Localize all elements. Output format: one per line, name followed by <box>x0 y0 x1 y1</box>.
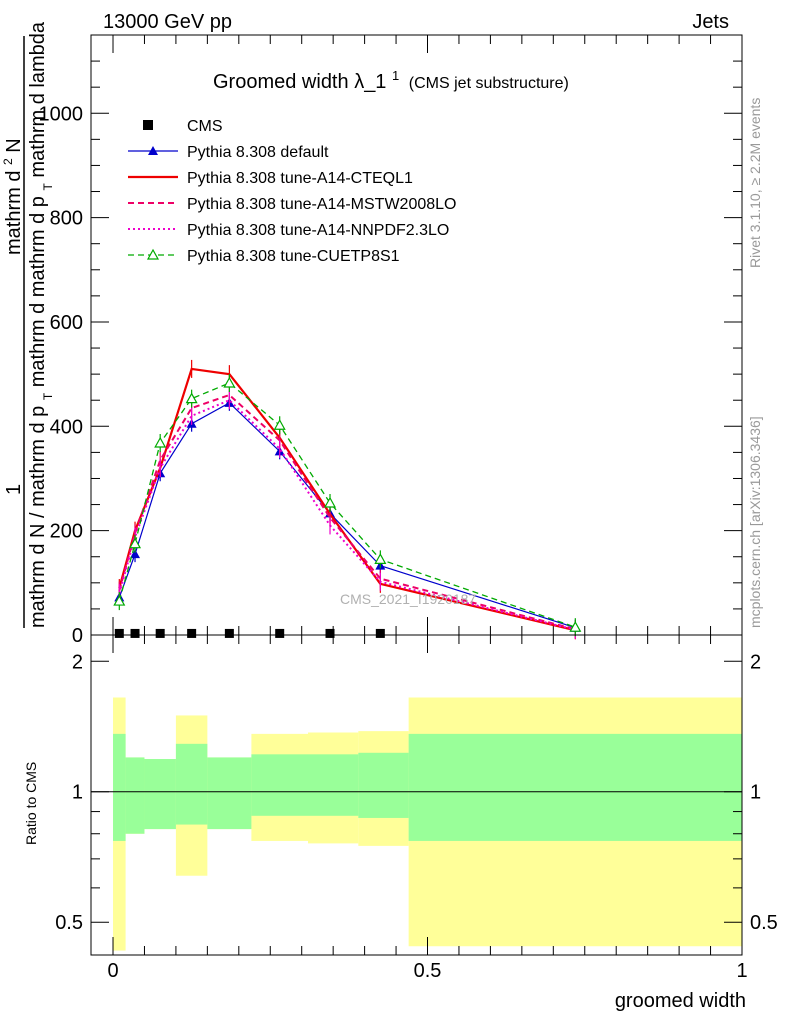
legend-marker-pythia-8-308-tune-cuetp8s1 <box>146 248 160 260</box>
data-point-pythia-8-308-tune-cuetp8s1 <box>185 392 198 404</box>
ylabel-denominator-a: mathrm d N / mathrm d p <box>27 406 49 628</box>
data-point-pythia-8-308-default <box>130 549 141 559</box>
data-point-pythia-8-308-tune-cuetp8s1 <box>129 537 142 549</box>
ratio-band-inner <box>408 733 742 841</box>
ratio-y-tick-label-right: 1 <box>750 782 761 804</box>
svg-text:Groomed width λ_1: Groomed width λ_1 1 (CMS jet substructur… <box>213 63 569 93</box>
plot-title: Groomed width λ_1 1 (CMS jet substructur… <box>213 63 569 93</box>
ratio-band-inner <box>358 752 409 818</box>
ylabel-numerator: mathrm d 2 N <box>0 138 25 255</box>
cms-data-point <box>114 628 124 638</box>
legend-label-pythia-8-308-tune-cuetp8s1: Pythia 8.308 tune-CUETP8S1 <box>187 248 400 265</box>
ylabel-denominator: mathrm d N / mathrm d p T mathrm d mathr… <box>27 21 57 628</box>
cms-data-point <box>130 628 140 638</box>
rivet-label: Rivet 3.1.10, ≥ 2.2M events <box>747 98 763 268</box>
series-line-pythia-8-308-tune-a14-nnpdf2-3lo <box>118 399 576 631</box>
ylabel-denominator-d: mathrm d lambda <box>27 21 49 177</box>
ratio-y-tick-label-left: 0.5 <box>55 912 83 934</box>
y-tick-label: 0 <box>72 625 83 647</box>
ylabel-numerator-d: mathrm d <box>3 171 25 255</box>
data-point-pythia-8-308-tune-cuetp8s1 <box>223 376 236 388</box>
title-main: Groomed width <box>213 71 349 93</box>
main-y-axis-label: 1 mathrm d 2 N mathrm d N / mathrm d p T… <box>0 21 57 628</box>
main-axes: 0 200 400 600 800 1000 <box>39 35 743 647</box>
y-tick-label: 600 <box>50 312 83 334</box>
ratio-y-tick-label-left: 2 <box>72 651 83 673</box>
x-axis-label: groomed width <box>615 990 746 1012</box>
ratio-y-label: Ratio to CMS <box>23 762 39 845</box>
ylabel-one: 1 <box>3 484 25 495</box>
header-left: 13000 GeV pp <box>103 11 232 33</box>
ratio-y-tick-label-right: 2 <box>750 651 761 673</box>
data-point-pythia-8-308-tune-cuetp8s1 <box>273 419 286 430</box>
mcplots-label: mcplots.cern.ch [arXiv:1306.3436] <box>747 416 763 628</box>
ratio-band-inner <box>125 757 145 834</box>
y-tick-label: 1000 <box>39 103 84 125</box>
title-lambda: λ_1 <box>354 71 386 93</box>
data-point-pythia-8-308-tune-cuetp8s1 <box>374 553 387 564</box>
y-tick-label: 800 <box>50 208 83 230</box>
ratio-band-inner <box>113 733 126 841</box>
legend-label-pythia-8-308-tune-a14-mstw2008lo: Pythia 8.308 tune-A14-MSTW2008LO <box>187 196 456 213</box>
data-point-pythia-8-308-tune-cuetp8s1 <box>569 620 582 632</box>
main-series-layer <box>113 359 582 640</box>
data-point-pythia-8-308-tune-cuetp8s1 <box>113 594 126 606</box>
x-tick-label: 0.5 <box>414 960 442 982</box>
analysis-watermark: CMS_2021_I1920187 <box>340 591 476 607</box>
legend-marker-pythia-8-308-default <box>148 146 158 155</box>
ratio-band-inner <box>207 757 252 830</box>
ratio-band-inner <box>308 754 359 816</box>
data-point-pythia-8-308-tune-cuetp8s1 <box>154 436 167 448</box>
cms-data-point <box>224 628 234 638</box>
ratio-band-inner <box>144 759 176 830</box>
ratio-y-tick-label-left: 1 <box>72 782 83 804</box>
ylabel-denominator-c: mathrm d p <box>27 196 49 297</box>
ratio-plot-frame <box>90 634 743 956</box>
legend-label-pythia-8-308-tune-a14-nnpdf2-3lo: Pythia 8.308 tune-A14-NNPDF2.3LO <box>187 222 449 239</box>
ylabel-denominator-b: mathrm d <box>27 303 49 387</box>
y-tick-label: 400 <box>50 416 83 438</box>
legend: CMS Pythia 8.308 default Pythia 8.308 tune… <box>128 118 456 265</box>
ylabel-denominator-c-sub: T <box>41 183 55 191</box>
ratio-y-tick-label-right: 0.5 <box>750 912 778 934</box>
legend-label-pythia-8-308-default: Pythia 8.308 default <box>187 144 329 161</box>
y-tick-label: 200 <box>50 521 83 543</box>
legend-label-cms: CMS <box>187 118 223 135</box>
cms-data-point <box>275 628 285 638</box>
ratio-band-inner <box>175 743 208 825</box>
ratio-bands <box>113 697 742 951</box>
ylabel-denominator-a-sub: T <box>41 392 55 400</box>
ylabel-numerator-sup: 2 <box>1 158 15 165</box>
ratio-axes: 0.5 0.5 1 1 2 2 0 0.5 1 <box>55 635 778 982</box>
ratio-band-inner <box>251 754 308 816</box>
series-line-pythia-8-308-tune-cuetp8s1 <box>118 382 576 628</box>
legend-marker-cms <box>143 120 153 130</box>
header-right: Jets <box>692 11 729 33</box>
x-tick-label: 0 <box>107 960 118 982</box>
title-sup: 1 <box>392 68 399 83</box>
x-tick-label: 1 <box>736 960 747 982</box>
cms-data-point <box>155 628 165 638</box>
cms-data-point <box>187 628 197 638</box>
cms-data-point <box>375 628 385 638</box>
cms-data-point <box>325 628 335 638</box>
title-sub: (CMS jet substructure) <box>409 75 569 92</box>
data-point-pythia-8-308-tune-cuetp8s1 <box>323 496 337 508</box>
legend-label-pythia-8-308-tune-a14-cteql1: Pythia 8.308 tune-A14-CTEQL1 <box>187 170 413 187</box>
ylabel-numerator-n: N <box>3 138 25 152</box>
